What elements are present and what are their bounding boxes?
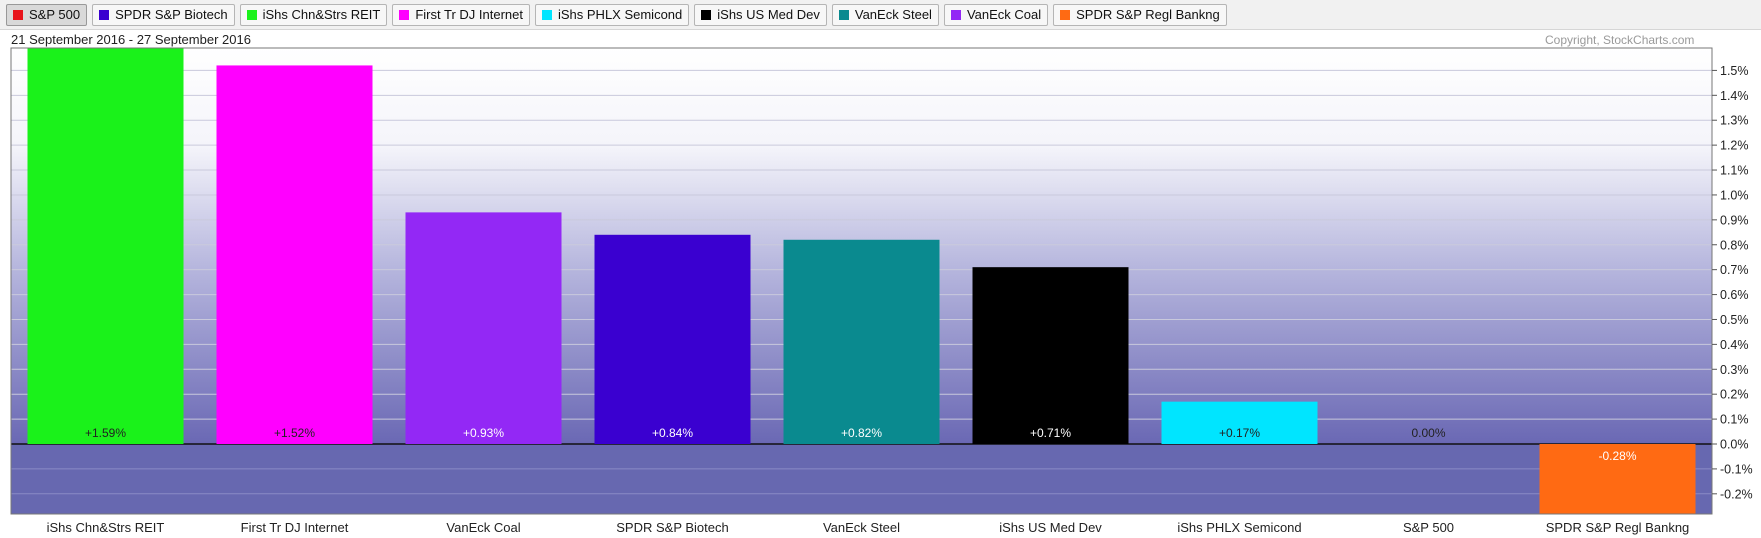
- bar-value-label: +0.17%: [1219, 426, 1260, 440]
- category-label: iShs PHLX Semicond: [1177, 520, 1301, 535]
- bar-value-label: +0.71%: [1030, 426, 1071, 440]
- legend-button[interactable]: First Tr DJ Internet: [392, 3, 530, 26]
- y-tick-label: 0.2%: [1720, 388, 1749, 402]
- y-tick-label: 0.8%: [1720, 238, 1749, 252]
- y-tick-label: 1.3%: [1720, 114, 1749, 128]
- bar: [405, 212, 562, 444]
- legend-label: VanEck Coal: [966, 7, 1042, 22]
- legend-label: VanEck Steel: [854, 7, 932, 22]
- bar-value-label: +1.52%: [274, 426, 315, 440]
- bar-value-label: +0.84%: [652, 426, 693, 440]
- legend-button[interactable]: SPDR S&P Regl Bankng: [1053, 3, 1227, 26]
- bar-value-label: +1.59%: [85, 426, 126, 440]
- legend-swatch: [838, 9, 849, 20]
- legend-label: SPDR S&P Biotech: [115, 7, 228, 22]
- bar: [594, 234, 751, 444]
- y-tick-label: 1.5%: [1720, 64, 1749, 78]
- legend-button[interactable]: VanEck Steel: [831, 3, 939, 26]
- legend-swatch: [399, 9, 410, 20]
- legend-swatch: [701, 9, 712, 20]
- bar: [972, 267, 1129, 444]
- legend-label: First Tr DJ Internet: [415, 7, 523, 22]
- y-tick-label: 0.1%: [1720, 413, 1749, 427]
- category-label: First Tr DJ Internet: [241, 520, 349, 535]
- legend-swatch: [1060, 9, 1071, 20]
- category-label: SPDR S&P Regl Bankng: [1546, 520, 1690, 535]
- y-axis: 1.5% 1.4% 1.3% 1.2% 1.1% 1.0% 0.9% 0.8% 0.7% 0.6%…: [1712, 64, 1753, 501]
- y-tick-label: 1.4%: [1720, 89, 1749, 103]
- y-tick-label: 0.3%: [1720, 363, 1749, 377]
- bar-value-label: -0.28%: [1598, 449, 1636, 463]
- category-label: iShs US Med Dev: [999, 520, 1102, 535]
- bar-value-label: 0.00%: [1411, 426, 1445, 440]
- legend-swatch: [950, 9, 961, 20]
- y-tick-label: 0.6%: [1720, 288, 1749, 302]
- y-tick-label: 1.1%: [1720, 164, 1749, 178]
- category-label: VanEck Steel: [823, 520, 900, 535]
- legend-label: iShs US Med Dev: [717, 7, 820, 22]
- legend-label: SPDR S&P Regl Bankng: [1076, 7, 1220, 22]
- bar: [783, 239, 940, 444]
- legend-bar: S&P 500 SPDR S&P Biotech iShs Chn&Strs REI…: [0, 0, 1761, 30]
- legend-button[interactable]: VanEck Coal: [943, 3, 1049, 26]
- legend-button[interactable]: iShs Chn&Strs REIT: [239, 3, 388, 26]
- bar: [27, 48, 184, 444]
- y-tick-label: 0.4%: [1720, 338, 1749, 352]
- y-tick-label: 0.0%: [1720, 438, 1749, 452]
- x-axis: iShs Chn&Strs REIT First Tr DJ Internet Va…: [47, 520, 1690, 535]
- y-tick-label: 0.5%: [1720, 313, 1749, 327]
- y-tick-label: 0.9%: [1720, 213, 1749, 227]
- bar: [216, 65, 373, 444]
- category-label: SPDR S&P Biotech: [616, 520, 728, 535]
- legend-label: iShs PHLX Semicond: [557, 7, 683, 22]
- bar: [1161, 401, 1318, 444]
- copyright-notice: Copyright, StockCharts.com: [1545, 33, 1695, 47]
- bars: +1.59% +1.52% +0.93% +0.84% +0.82% +0.71% +0.1…: [27, 48, 1696, 514]
- bar: [1539, 444, 1696, 514]
- plot-frame: [10, 47, 1713, 515]
- y-tick-label: -0.1%: [1720, 462, 1753, 476]
- category-label: iShs Chn&Strs REIT: [47, 520, 165, 535]
- legend-label: S&P 500: [29, 7, 81, 22]
- legend-swatch: [13, 9, 23, 20]
- legend-swatch: [541, 9, 552, 20]
- legend-swatch: [99, 9, 110, 20]
- date-range: 21 September 2016 - 27 September 2016: [11, 32, 251, 47]
- negative-zone: [11, 444, 1712, 514]
- y-tick-label: -0.2%: [1720, 487, 1753, 501]
- category-label: VanEck Coal: [446, 520, 520, 535]
- legend-button[interactable]: S&P 500: [6, 3, 88, 26]
- y-tick-label: 0.7%: [1720, 263, 1749, 277]
- legend-label: iShs Chn&Strs REIT: [262, 7, 381, 22]
- y-tick-label: 1.2%: [1720, 139, 1749, 153]
- legend-button[interactable]: SPDR S&P Biotech: [92, 3, 235, 26]
- legend-swatch: [246, 9, 257, 20]
- y-tick-label: 1.0%: [1720, 188, 1749, 202]
- bar-value-label: +0.93%: [463, 426, 504, 440]
- legend-button[interactable]: iShs PHLX Semicond: [534, 3, 690, 26]
- category-label: S&P 500: [1403, 520, 1454, 535]
- legend-button[interactable]: iShs US Med Dev: [694, 3, 827, 26]
- bar-value-label: +0.82%: [841, 426, 882, 440]
